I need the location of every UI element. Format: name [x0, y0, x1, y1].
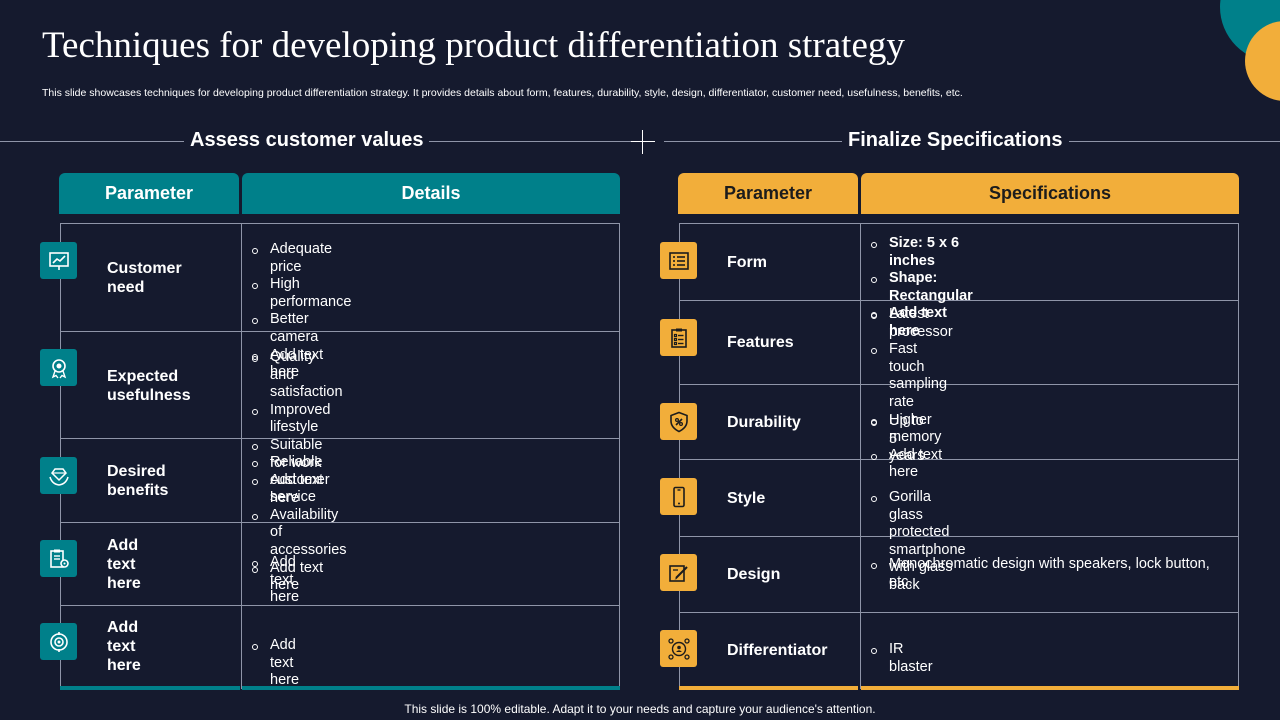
design-pencil-icon	[660, 554, 697, 591]
left-header-details: Details	[242, 173, 620, 214]
footer-note: This slide is 100% editable. Adapt it to…	[404, 702, 876, 716]
param-label: Features	[727, 333, 794, 351]
detail-item: Adequate price	[251, 241, 351, 276]
section-title-left: Assess customer values	[184, 129, 430, 152]
detail-item: High performance	[251, 276, 351, 311]
param-label: Desired benefits	[107, 463, 169, 499]
left-table-column-divider	[241, 223, 242, 689]
detail-item: Reliable customer service	[251, 454, 347, 507]
detail-item: Up to 5 years	[870, 413, 924, 466]
detail-item: Add text here	[251, 637, 299, 690]
left-row-divider	[60, 438, 620, 439]
details-list: Latest processor Fast touch sampling rat…	[870, 306, 953, 482]
section-title-right: Finalize Specifications	[842, 129, 1069, 152]
shield-icon	[660, 403, 697, 440]
param-label: Differentiator	[727, 641, 828, 659]
param-label: Style	[727, 489, 766, 507]
detail-item: Add text here	[251, 472, 343, 507]
right-table-bottom-bar	[861, 686, 1239, 690]
right-row-divider	[679, 384, 1239, 385]
details-list: Up to 5 years	[870, 413, 924, 466]
left-table-bottom-bar	[60, 686, 240, 690]
cross-mark	[631, 141, 655, 142]
details-list: Reliable customer service Availability o…	[251, 454, 347, 595]
page-subtitle: This slide showcases techniques for deve…	[42, 87, 963, 99]
right-row-divider	[679, 612, 1239, 613]
param-label: Durability	[727, 413, 801, 431]
detail-item: Add text here	[251, 560, 347, 595]
detail-item: Monochromatic design with speakers, lock…	[870, 556, 1220, 591]
detail-item: Add text here	[251, 554, 299, 607]
details-list: Add text here	[251, 637, 299, 690]
detail-item: Add text here	[870, 305, 973, 340]
detail-item: Higher memory	[870, 412, 953, 447]
cross-mark-vertical	[642, 130, 643, 154]
target-settings-icon	[40, 623, 77, 660]
details-list: Monochromatic design with speakers, lock…	[870, 556, 1220, 591]
details-list: Size: 5 x 6 inches Shape: Rectangular Ad…	[870, 235, 973, 341]
param-label: Design	[727, 565, 781, 583]
detail-item: Better camera	[251, 311, 351, 346]
right-header-specifications: Specifications	[861, 173, 1239, 214]
left-row-divider	[60, 605, 620, 606]
right-row-divider	[679, 459, 1239, 460]
right-table-right-border	[1238, 223, 1239, 689]
presentation-chart-icon	[40, 242, 77, 279]
param-label: Add text here	[107, 536, 141, 592]
smartphone-icon	[660, 478, 697, 515]
details-list: IR blaster	[870, 641, 933, 676]
left-row-divider	[60, 522, 620, 523]
left-table-bottom-bar	[242, 686, 620, 690]
detail-item: Improved lifestyle	[251, 402, 343, 437]
right-table-bottom-bar	[679, 686, 858, 690]
detail-item: Latest processor	[870, 306, 953, 341]
param-label: Customer need	[107, 260, 182, 296]
right-row-divider	[679, 300, 1239, 301]
param-label: Add text here	[107, 618, 141, 674]
param-label: Expected usefulness	[107, 368, 191, 404]
detail-item: Fast touch sampling rate	[870, 341, 953, 411]
detail-item: Gorilla glass protected smartphone with …	[870, 489, 966, 595]
left-table-left-border	[60, 223, 61, 689]
right-table-top-line	[679, 223, 1239, 224]
right-table-left-border	[679, 223, 680, 689]
details-list: Gorilla glass protected smartphone with …	[870, 489, 966, 595]
detail-item: Add text here	[870, 447, 953, 482]
details-list: Adequate price High performance Better c…	[251, 241, 351, 382]
param-label: Form	[727, 253, 767, 271]
network-people-icon	[660, 630, 697, 667]
diamond-hands-icon	[40, 457, 77, 494]
award-ribbon-icon	[40, 349, 77, 386]
form-document-icon	[660, 242, 697, 279]
page-title: Techniques for developing product differ…	[42, 25, 905, 66]
left-table-right-border	[619, 223, 620, 689]
right-table-column-divider	[860, 223, 861, 689]
detail-item: Suitable for work	[251, 437, 343, 472]
checklist-icon	[660, 319, 697, 356]
left-row-divider	[60, 331, 620, 332]
detail-item: Shape: Rectangular	[870, 270, 973, 305]
clipboard-gear-icon	[40, 540, 77, 577]
details-list: Add text here	[251, 554, 299, 607]
left-header-parameter: Parameter	[59, 173, 239, 214]
detail-item: Quality and satisfaction	[251, 349, 343, 402]
detail-item: IR blaster	[870, 641, 933, 676]
right-header-parameter: Parameter	[678, 173, 858, 214]
right-row-divider	[679, 536, 1239, 537]
detail-item: Availability of accessories	[251, 507, 347, 560]
detail-item: Add text here	[251, 347, 351, 382]
left-table-top-line	[60, 223, 620, 224]
detail-item: Size: 5 x 6 inches	[870, 235, 973, 270]
details-list: Quality and satisfaction Improved lifest…	[251, 349, 343, 507]
